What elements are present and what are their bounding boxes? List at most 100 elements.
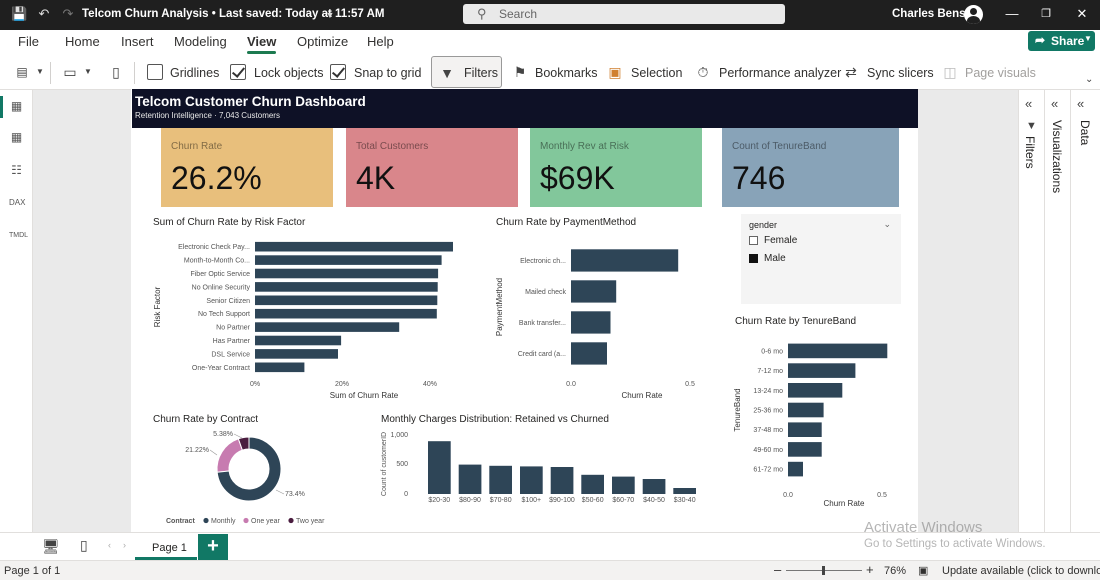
tick-label: 1,000 <box>390 432 408 439</box>
fit-page-icon[interactable]: ▣ <box>918 565 929 577</box>
monthly-charges-plot: $20-30 $80-90 $70-80 $100+ $90-100 $50-60 $60-… <box>381 432 696 504</box>
kpi-card-churn-rate[interactable]: Churn Rate 26.2% <box>161 128 333 207</box>
user-name[interactable]: Charles Benson <box>892 8 980 20</box>
tenure-band-chart[interactable]: Churn Rate by TenureBand 0-6 mo 7-12 mo 13… <box>732 313 910 512</box>
bar[interactable] <box>255 349 338 359</box>
donut-slice[interactable] <box>216 436 282 502</box>
kpi-card-total-customers[interactable]: Total Customers 4K <box>346 128 518 207</box>
slice-label: 21.22% <box>185 447 209 454</box>
chevron-down-icon[interactable]: ⌄ <box>883 219 891 229</box>
bar[interactable] <box>612 476 635 494</box>
data-pane[interactable]: « Data <box>1070 90 1100 532</box>
filters-pane[interactable]: « ▼ Filters <box>1018 90 1044 532</box>
risk-factor-chart[interactable]: Sum of Churn Rate by Risk Factor Electro… <box>150 214 470 402</box>
filters-toggle[interactable]: ▼ Filters <box>431 56 502 88</box>
bar[interactable] <box>673 488 696 494</box>
menu-optimize[interactable]: Optimize <box>297 34 349 49</box>
bar[interactable] <box>581 474 604 494</box>
mobile-layout-button[interactable]: ▯ <box>108 56 126 90</box>
save-icon[interactable]: 💾 <box>11 6 28 21</box>
bar[interactable] <box>788 422 822 437</box>
bar[interactable] <box>255 362 305 373</box>
bar[interactable] <box>788 442 822 457</box>
restore-icon[interactable]: ❐ <box>1041 8 1051 20</box>
add-page-button[interactable]: + <box>198 534 228 560</box>
zoom-slider-thumb[interactable] <box>822 566 825 575</box>
bar[interactable] <box>255 295 438 306</box>
monthly-charges-chart[interactable]: Monthly Charges Distribution: Retained v… <box>378 410 712 512</box>
update-available-link[interactable]: Update available (click to download) <box>942 565 1100 577</box>
bar[interactable] <box>788 343 888 359</box>
menu-insert[interactable]: Insert <box>121 34 154 49</box>
bar[interactable] <box>255 268 439 279</box>
bar[interactable] <box>255 241 453 252</box>
scroll-left-icon[interactable]: ‹ <box>108 540 111 550</box>
avatar[interactable] <box>964 5 983 24</box>
snap-to-grid-checkbox[interactable]: Snap to grid <box>330 56 421 90</box>
bar[interactable] <box>255 322 400 332</box>
menu-home[interactable]: Home <box>65 34 100 49</box>
bar[interactable] <box>788 383 843 398</box>
title-dropdown-icon[interactable]: ▼ <box>325 10 335 20</box>
tab-page-1[interactable]: Page 1 <box>135 533 197 560</box>
lock-objects-checkbox[interactable]: Lock objects <box>230 56 323 90</box>
search-input[interactable]: ⚲ Search <box>463 4 785 24</box>
contract-donut-chart[interactable]: Churn Rate by Contract 5.38% 21.22% 73.4% C… <box>150 410 348 528</box>
zoom-out-icon[interactable]: – <box>774 562 782 577</box>
bar[interactable] <box>458 464 482 494</box>
bar[interactable] <box>428 441 451 494</box>
selection-toggle[interactable]: ▣ Selection <box>607 56 682 90</box>
expand-icon[interactable]: « <box>1025 96 1033 111</box>
bar[interactable] <box>550 467 574 494</box>
page-visuals-toggle[interactable]: ◫ Page visuals <box>942 56 1036 90</box>
close-icon[interactable]: ✕ <box>1076 6 1088 21</box>
bar[interactable] <box>788 461 803 477</box>
model-view-icon[interactable]: ☷ <box>11 163 22 177</box>
visualizations-pane[interactable]: « Visualizations <box>1044 90 1070 532</box>
bar[interactable] <box>489 465 512 494</box>
payment-method-chart[interactable]: Churn Rate by PaymentMethod Electronic c… <box>493 214 720 402</box>
desktop-layout-icon[interactable]: 🖥 <box>42 538 60 554</box>
menu-file[interactable]: File <box>18 34 39 49</box>
menu-modeling[interactable]: Modeling <box>174 34 227 49</box>
gridlines-checkbox[interactable]: Gridlines <box>147 56 222 90</box>
bookmarks-toggle[interactable]: ⚑ Bookmarks <box>512 56 598 90</box>
expand-icon[interactable]: « <box>1051 96 1059 111</box>
menu-help[interactable]: Help <box>367 34 394 49</box>
bar[interactable] <box>571 311 611 334</box>
kpi-card-count-of-tenureband[interactable]: Count of TenureBand 746 <box>722 128 899 207</box>
bar[interactable] <box>255 335 342 346</box>
bar[interactable] <box>571 342 607 365</box>
bar[interactable] <box>788 402 824 418</box>
minimize-icon[interactable]: — <box>1005 6 1019 21</box>
bar[interactable] <box>520 466 543 494</box>
bar[interactable] <box>642 479 666 494</box>
performance-analyzer-toggle[interactable]: ⏱ Performance analyzer <box>695 56 842 90</box>
table-view-icon[interactable]: ▦ <box>10 130 23 144</box>
report-view-icon[interactable]: ▦ <box>10 99 23 113</box>
donut-slice[interactable] <box>216 438 244 473</box>
document-title[interactable]: Telcom Churn Analysis • Last saved: Toda… <box>82 8 385 20</box>
bar[interactable] <box>571 280 617 303</box>
sync-slicers-toggle[interactable]: ⇄ Sync slicers <box>843 56 934 90</box>
bar[interactable] <box>255 255 442 265</box>
kpi-card-monthly-rev-at-risk[interactable]: Monthly Rev at Risk $69K <box>530 128 702 207</box>
redo-icon[interactable]: ↷ <box>62 6 74 21</box>
bar[interactable] <box>255 308 437 319</box>
gender-slicer[interactable]: gender ⌄ Female Male <box>741 214 901 304</box>
ribbon-collapse-icon[interactable]: ⌄ <box>1085 74 1094 85</box>
menu-view[interactable]: View <box>247 34 277 54</box>
expand-icon[interactable]: « <box>1077 96 1085 111</box>
zoom-in-icon[interactable]: + <box>866 562 874 577</box>
mobile-layout-icon[interactable]: ▯ <box>80 537 88 553</box>
undo-icon[interactable]: ↶ <box>38 6 50 21</box>
page-view-button[interactable]: ▤ ▼ <box>12 56 44 90</box>
bar[interactable] <box>571 249 679 272</box>
dax-query-icon[interactable]: DAX <box>9 198 26 207</box>
page-size-button[interactable]: ▭ ▼ <box>62 56 92 90</box>
share-button[interactable]: ➦ Share ▼ <box>1028 31 1095 51</box>
scroll-right-icon[interactable]: › <box>123 540 126 550</box>
tmdl-view-icon[interactable]: TMDL <box>9 232 29 239</box>
bar[interactable] <box>255 282 438 292</box>
bar[interactable] <box>788 363 856 378</box>
